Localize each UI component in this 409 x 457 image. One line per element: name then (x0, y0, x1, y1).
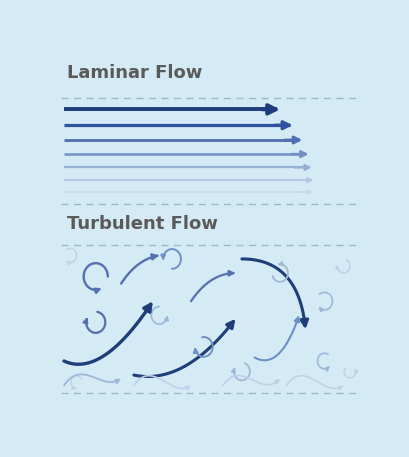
Text: Laminar Flow: Laminar Flow (67, 64, 202, 82)
Text: Turbulent Flow: Turbulent Flow (67, 215, 218, 233)
